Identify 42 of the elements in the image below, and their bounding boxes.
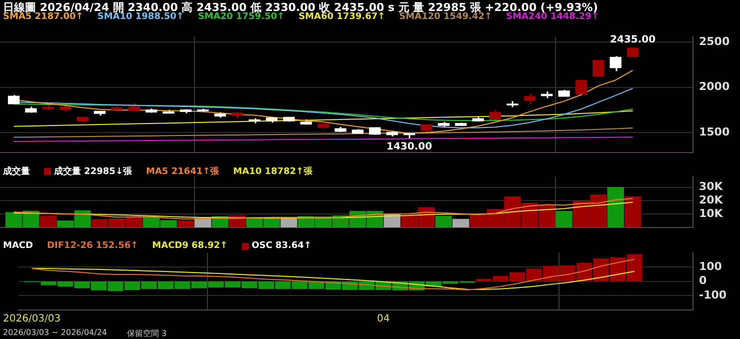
text: DIF12-26 152.56↑ (47, 241, 138, 251)
text: SMA5 2187.00↑ (3, 12, 84, 22)
text: 2026/03/03 ~ 2026/04/24 (3, 328, 108, 339)
y-tick-label: 100 (699, 260, 722, 273)
candlestick (626, 47, 639, 58)
bar (177, 220, 194, 228)
y-tick-label: 10K (699, 206, 724, 220)
text: SMA120 1549.42↑ (399, 12, 492, 22)
annotation: 2435.00 (610, 34, 656, 46)
bar (624, 196, 642, 228)
y-tick-label: 2000 (699, 80, 730, 94)
text: MACD9 68.92↑ (152, 241, 228, 251)
bar (452, 218, 470, 228)
bar (280, 218, 298, 228)
y-tick-label: 30K (699, 180, 724, 194)
y-tick-label: 2500 (699, 34, 730, 48)
text: 保留空間 3 (127, 328, 167, 339)
x-tick-label: 2026/03/03 (3, 314, 61, 325)
candlestick (592, 59, 604, 78)
legend-label: 成交量 22985↓張 (54, 165, 132, 178)
bar (40, 215, 56, 228)
x-tick-label: 04 (376, 314, 390, 325)
y-tick-label: 20K (699, 194, 724, 207)
annotation: 1430.00 (386, 141, 432, 152)
text: MA5 21641↑張 (146, 166, 220, 178)
text: SMA20 1759.50↑ (198, 12, 285, 22)
y-tick-label: 1500 (699, 125, 730, 138)
bar (607, 186, 624, 228)
candlestick (575, 80, 588, 96)
text: SMA240 1448.29↑ (506, 12, 599, 22)
chart-title: 成交量 (3, 165, 30, 178)
bar (435, 216, 452, 228)
bar (556, 211, 572, 228)
text: MA10 18782↑張 (233, 166, 313, 178)
y-tick-label: -100 (699, 288, 727, 302)
text: SMA60 1739.67↑ (298, 12, 386, 22)
candlestick (524, 92, 536, 105)
chart-title: MACD (3, 241, 33, 251)
legend-label: OSC 83.64↑ (252, 241, 312, 251)
candlestick (610, 55, 622, 72)
text: SMA10 1988.50↑ (97, 12, 184, 22)
y-tick-label: 0 (699, 274, 707, 288)
